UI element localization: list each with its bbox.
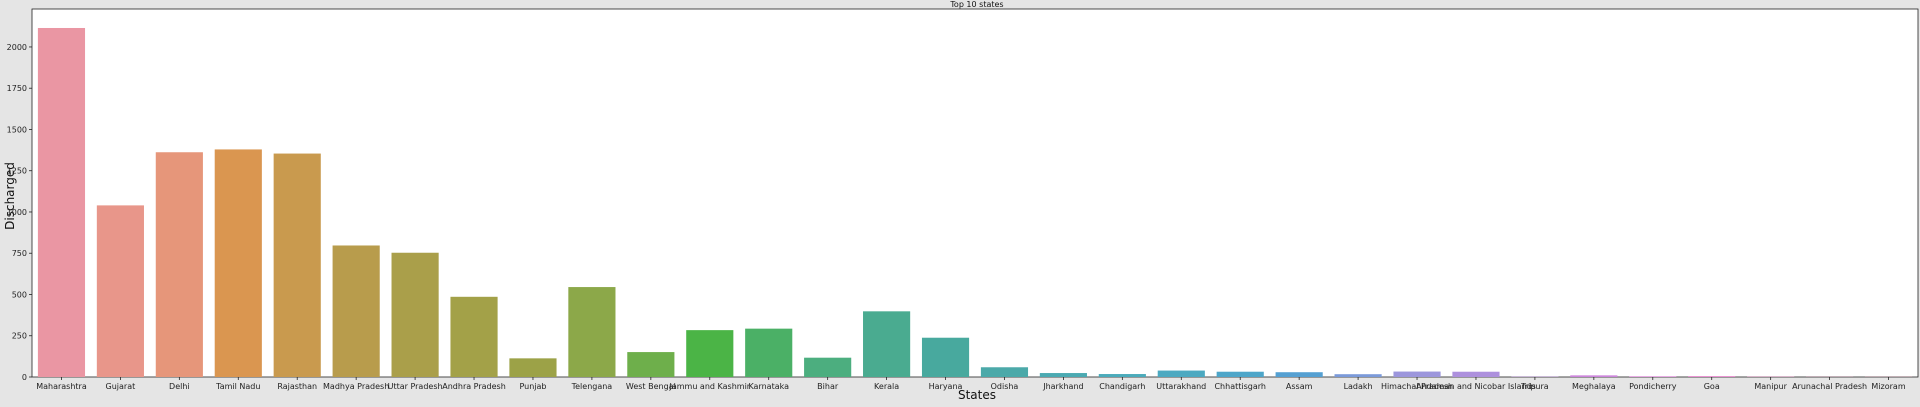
y-tick-label: 2000 bbox=[7, 43, 27, 52]
bar-maharashtra bbox=[37, 27, 86, 377]
bar-telengana bbox=[568, 287, 616, 377]
y-tick-label: 750 bbox=[12, 249, 27, 258]
y-tick-label: 250 bbox=[12, 332, 27, 341]
bars-group bbox=[37, 27, 1913, 377]
x-tick-label: Bihar bbox=[817, 382, 839, 391]
y-tick-label: 1750 bbox=[7, 84, 27, 93]
y-axis-title: Discharged bbox=[3, 162, 17, 230]
bar-ladakh bbox=[1334, 374, 1382, 377]
bar-jharkhand bbox=[1039, 373, 1087, 377]
x-tick-label: Jharkhand bbox=[1042, 382, 1083, 391]
x-tick-label: Rajasthan bbox=[277, 382, 317, 391]
x-tick-label: Karnataka bbox=[748, 382, 789, 391]
x-tick-label: Madhya Pradesh bbox=[323, 382, 389, 391]
bar-jammu-and-kashmir bbox=[686, 330, 734, 377]
x-tick-label: Delhi bbox=[169, 382, 190, 391]
x-tick-label: Andhra Pradesh bbox=[442, 382, 506, 391]
y-tick-label: 1250 bbox=[7, 167, 27, 176]
bar-himachal-pradesh bbox=[1393, 371, 1441, 377]
x-tick-label: Haryana bbox=[929, 382, 963, 391]
bar-gujarat bbox=[96, 205, 144, 377]
y-tick-label: 1000 bbox=[7, 208, 27, 217]
bar-meghalaya bbox=[1570, 375, 1618, 377]
bar-haryana bbox=[921, 337, 970, 377]
x-tick-label: Himachal Pradesh bbox=[1381, 382, 1453, 391]
bar-chandigarh bbox=[1098, 374, 1146, 377]
bar-delhi bbox=[155, 152, 203, 377]
bar-uttarakhand bbox=[1157, 370, 1205, 377]
x-tick-label: West Bengal bbox=[626, 382, 676, 391]
y-ticks-group: 0 250 500 750 1000 1250 1500 1750 2000 bbox=[7, 43, 32, 382]
chart-title: Top 10 states bbox=[949, 0, 1003, 9]
x-tick-label: Kerala bbox=[874, 382, 899, 391]
x-tick-label: Jammu and Kashmir bbox=[668, 382, 750, 391]
bar-chhattisgarh bbox=[1216, 371, 1264, 377]
x-tick-label: Maharashtra bbox=[36, 382, 87, 391]
x-ticks-group: Maharashtra Gujarat Delhi Tamil Nadu Rajasth… bbox=[36, 377, 1906, 391]
x-tick-label: Punjab bbox=[519, 382, 546, 391]
bar-bihar bbox=[804, 357, 852, 377]
x-tick-label: Assam bbox=[1286, 382, 1313, 391]
bar-tamil-nadu bbox=[214, 149, 262, 377]
y-tick-label: 1500 bbox=[7, 125, 27, 134]
bar-pondicherry bbox=[1629, 376, 1677, 377]
x-tick-label: Pondicherry bbox=[1629, 382, 1677, 391]
x-tick-label: Odisha bbox=[991, 382, 1019, 391]
x-tick-label: Uttar Pradesh bbox=[388, 382, 443, 391]
x-tick-label: Tamil Nadu bbox=[215, 382, 260, 391]
x-tick-label: Andaman and Nicobar Islands bbox=[1416, 382, 1536, 391]
bar-uttar-pradesh bbox=[391, 252, 439, 377]
x-tick-label: Uttarakhand bbox=[1156, 382, 1206, 391]
x-tick-label: Chandigarh bbox=[1099, 382, 1145, 391]
x-tick-label: Meghalaya bbox=[1572, 382, 1616, 391]
x-tick-label: Manipur bbox=[1754, 382, 1787, 391]
bar-karnataka bbox=[745, 328, 793, 377]
bar-punjab bbox=[509, 358, 557, 377]
bar-rajasthan bbox=[273, 153, 321, 377]
x-tick-label: Goa bbox=[1704, 382, 1720, 391]
y-tick-label: 500 bbox=[12, 290, 27, 299]
bar-madhya-pradesh bbox=[332, 245, 380, 377]
bar-andhra-pradesh bbox=[450, 296, 498, 377]
bar-west-bengal bbox=[627, 352, 675, 377]
x-tick-label: Tripura bbox=[1520, 382, 1549, 391]
bar-assam bbox=[1275, 372, 1323, 377]
bar-goa bbox=[1688, 376, 1736, 377]
bar-kerala bbox=[863, 311, 911, 377]
x-tick-label: Ladakh bbox=[1344, 382, 1373, 391]
bar-odisha bbox=[980, 367, 1029, 377]
x-tick-label: Chhattisgarh bbox=[1214, 382, 1266, 391]
bar-andaman-and-nicobar-islands bbox=[1452, 371, 1500, 377]
x-tick-label: Mizoram bbox=[1871, 382, 1905, 391]
x-tick-label: Arunachal Pradesh bbox=[1792, 382, 1867, 391]
y-tick-label: 0 bbox=[22, 373, 27, 382]
x-tick-label: Telengana bbox=[571, 382, 613, 391]
x-axis-title: States bbox=[958, 388, 996, 402]
x-tick-label: Gujarat bbox=[106, 382, 136, 391]
